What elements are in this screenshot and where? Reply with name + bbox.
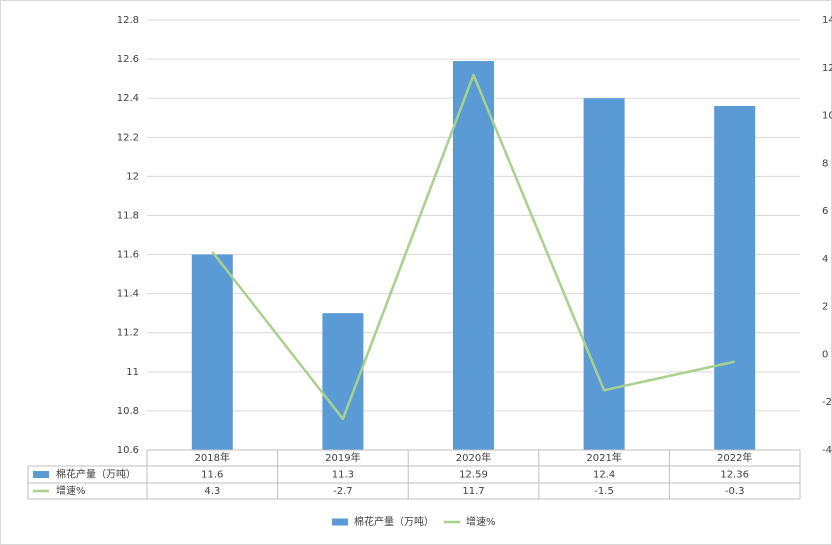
table-value: 11.3 — [332, 470, 354, 481]
y-tick-label: 11.8 — [117, 210, 139, 221]
y2-tick-label: 6 — [822, 206, 828, 217]
table-value: 11.7 — [462, 486, 484, 497]
bar — [714, 106, 756, 450]
bar — [191, 254, 233, 450]
y2-tick-label: 10 — [822, 111, 832, 122]
legend-key — [33, 471, 49, 478]
legend-label: 增速% — [466, 515, 496, 528]
y2-tick-label: -4 — [822, 445, 832, 456]
y-tick-label: 11.2 — [117, 328, 139, 339]
x-tick-label: 2021年 — [586, 451, 621, 464]
y-tick-label: 12.2 — [117, 132, 139, 143]
y-tick-label: 11.4 — [117, 289, 139, 300]
y2-tick-label: 2 — [822, 302, 828, 313]
x-tick-label: 2020年 — [456, 451, 491, 464]
table-series-name: 增速% — [56, 484, 86, 497]
line — [211, 73, 735, 421]
y2-tick-label: 0 — [822, 349, 828, 360]
y-tick-label: 11.6 — [117, 250, 139, 261]
table-value: -0.3 — [725, 486, 745, 497]
x-tick-label: 2019年 — [325, 451, 360, 464]
table-value: 4.3 — [204, 486, 220, 497]
table-value: 12.36 — [720, 470, 749, 481]
y-tick-label: 12.4 — [117, 93, 139, 104]
y-tick-label: 10.8 — [117, 406, 139, 417]
x-tick-label: 2018年 — [195, 451, 230, 464]
y-tick-label: 12.8 — [117, 15, 139, 26]
y-tick-label: 12 — [126, 171, 139, 182]
table-value: -2.7 — [333, 486, 353, 497]
y-tick-label: 11 — [126, 367, 139, 378]
table-value: 12.59 — [459, 470, 488, 481]
y-tick-label: 12.6 — [117, 54, 139, 65]
y2-tick-label: -2 — [822, 397, 832, 408]
table-value: 11.6 — [201, 470, 223, 481]
legend-label: 棉花产量（万吨） — [354, 515, 434, 528]
y2-tick-label: 12 — [822, 63, 832, 74]
table-value: -1.5 — [594, 486, 614, 497]
y2-tick-label: 8 — [822, 158, 828, 169]
y-tick-label: 10.6 — [117, 445, 139, 456]
x-tick-label: 2022年 — [717, 451, 752, 464]
y2-tick-label: 14 — [822, 15, 832, 26]
table-value: 12.4 — [593, 470, 615, 481]
table-series-name: 棉花产量（万吨） — [56, 468, 136, 481]
y2-tick-label: 4 — [822, 254, 828, 265]
legend-key — [332, 518, 348, 526]
bar — [583, 98, 625, 450]
bar — [453, 61, 494, 450]
